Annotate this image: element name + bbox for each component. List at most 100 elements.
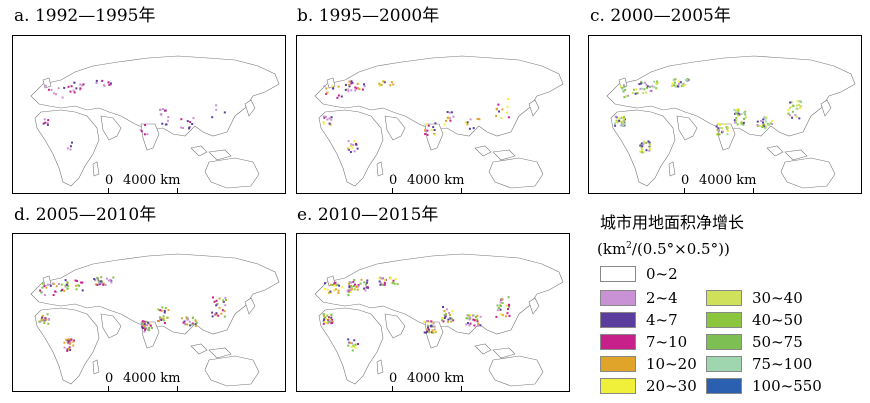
growth-cell [71,141,73,144]
growth-cell [352,280,355,283]
growth-cell [673,81,676,84]
growth-cell [81,281,84,284]
growth-cell [353,150,356,153]
growth-cell [642,143,645,146]
growth-cell [46,122,49,125]
growth-cell [347,148,350,151]
growth-cell [425,123,427,126]
growth-cell [102,283,105,286]
growth-cell [44,317,47,320]
growth-cell [191,123,194,125]
growth-cell [351,288,353,291]
growth-cell [223,310,226,313]
growth-cell [468,314,471,317]
growth-cell [322,121,325,124]
growth-cell [740,113,743,116]
growth-cell [614,122,617,125]
growth-cell [47,322,50,325]
growth-cell [214,313,217,316]
growth-cell [359,282,362,285]
growth-cell [736,123,739,126]
growth-cell [328,316,330,319]
growth-cell [735,119,738,122]
growth-cell [499,305,502,307]
growth-cell [744,110,747,113]
growth-cell [322,313,325,316]
growth-cell [357,285,360,288]
growth-cell [148,326,150,329]
growth-cell [798,117,801,120]
legend-item: 50~75 [706,333,856,351]
growth-cell [796,100,799,103]
growth-cell [346,289,349,292]
growth-cell [350,143,353,146]
growth-cell [350,345,353,348]
growth-cell [497,307,500,309]
growth-cell [353,140,356,143]
growth-cell [764,127,767,130]
growth-cell [162,317,165,320]
growth-cell [332,87,335,90]
growth-cell [189,121,192,124]
panel-e-title: e. 2010—2015年 [297,205,439,225]
legend-swatch [600,356,636,372]
growth-cell [792,104,795,107]
growth-cell [644,81,647,84]
growth-cell [445,312,447,315]
growth-cell [112,276,115,279]
growth-cell [353,279,356,281]
growth-cell [428,328,430,331]
growth-cell [717,127,720,130]
growth-cell [497,103,500,106]
growth-cell [47,88,50,91]
growth-cell [330,283,333,286]
landmass [376,161,384,177]
growth-cell [330,319,333,322]
growth-cell [638,83,641,86]
legend-label: 4~7 [646,311,678,329]
growth-cell [449,119,452,122]
growth-cell [501,108,504,111]
landmass [34,307,100,385]
growth-cell [623,96,626,99]
growth-cell [427,330,430,333]
landmass [528,99,540,117]
growth-cell [363,83,365,86]
growth-cell [365,281,368,284]
growth-cell [67,338,70,341]
growth-cell [424,133,427,136]
growth-cell [505,315,508,318]
growth-cell [430,320,433,323]
growth-cell [357,343,359,345]
growth-cell [615,120,617,123]
landmass [244,99,256,117]
growth-cell [677,83,680,85]
growth-cell [648,146,651,149]
growth-cell [191,322,194,325]
growth-cell [67,85,70,88]
growth-cell [45,286,48,289]
growth-cell [354,283,356,286]
legend-label: 30~40 [752,289,803,307]
growth-cell [69,342,72,345]
growth-cell [55,93,58,96]
growth-cell [353,288,356,291]
growth-cell [42,319,45,322]
growth-cell [649,90,652,92]
growth-cell [433,325,436,328]
growth-cell [354,346,357,349]
growth-cell [348,80,351,83]
growth-cell [223,111,226,114]
growth-cell [432,331,435,334]
growth-cell [622,118,625,120]
growth-cell [632,88,635,91]
growth-cell [95,79,98,82]
growth-cell [103,84,106,87]
map-panel-e: 0 4000 km [296,233,570,392]
growth-cell [344,88,347,91]
growth-cell [139,129,142,132]
growth-cell [621,121,624,124]
growth-cell [737,108,740,111]
growth-cell [656,82,659,85]
growth-cell [789,106,791,109]
